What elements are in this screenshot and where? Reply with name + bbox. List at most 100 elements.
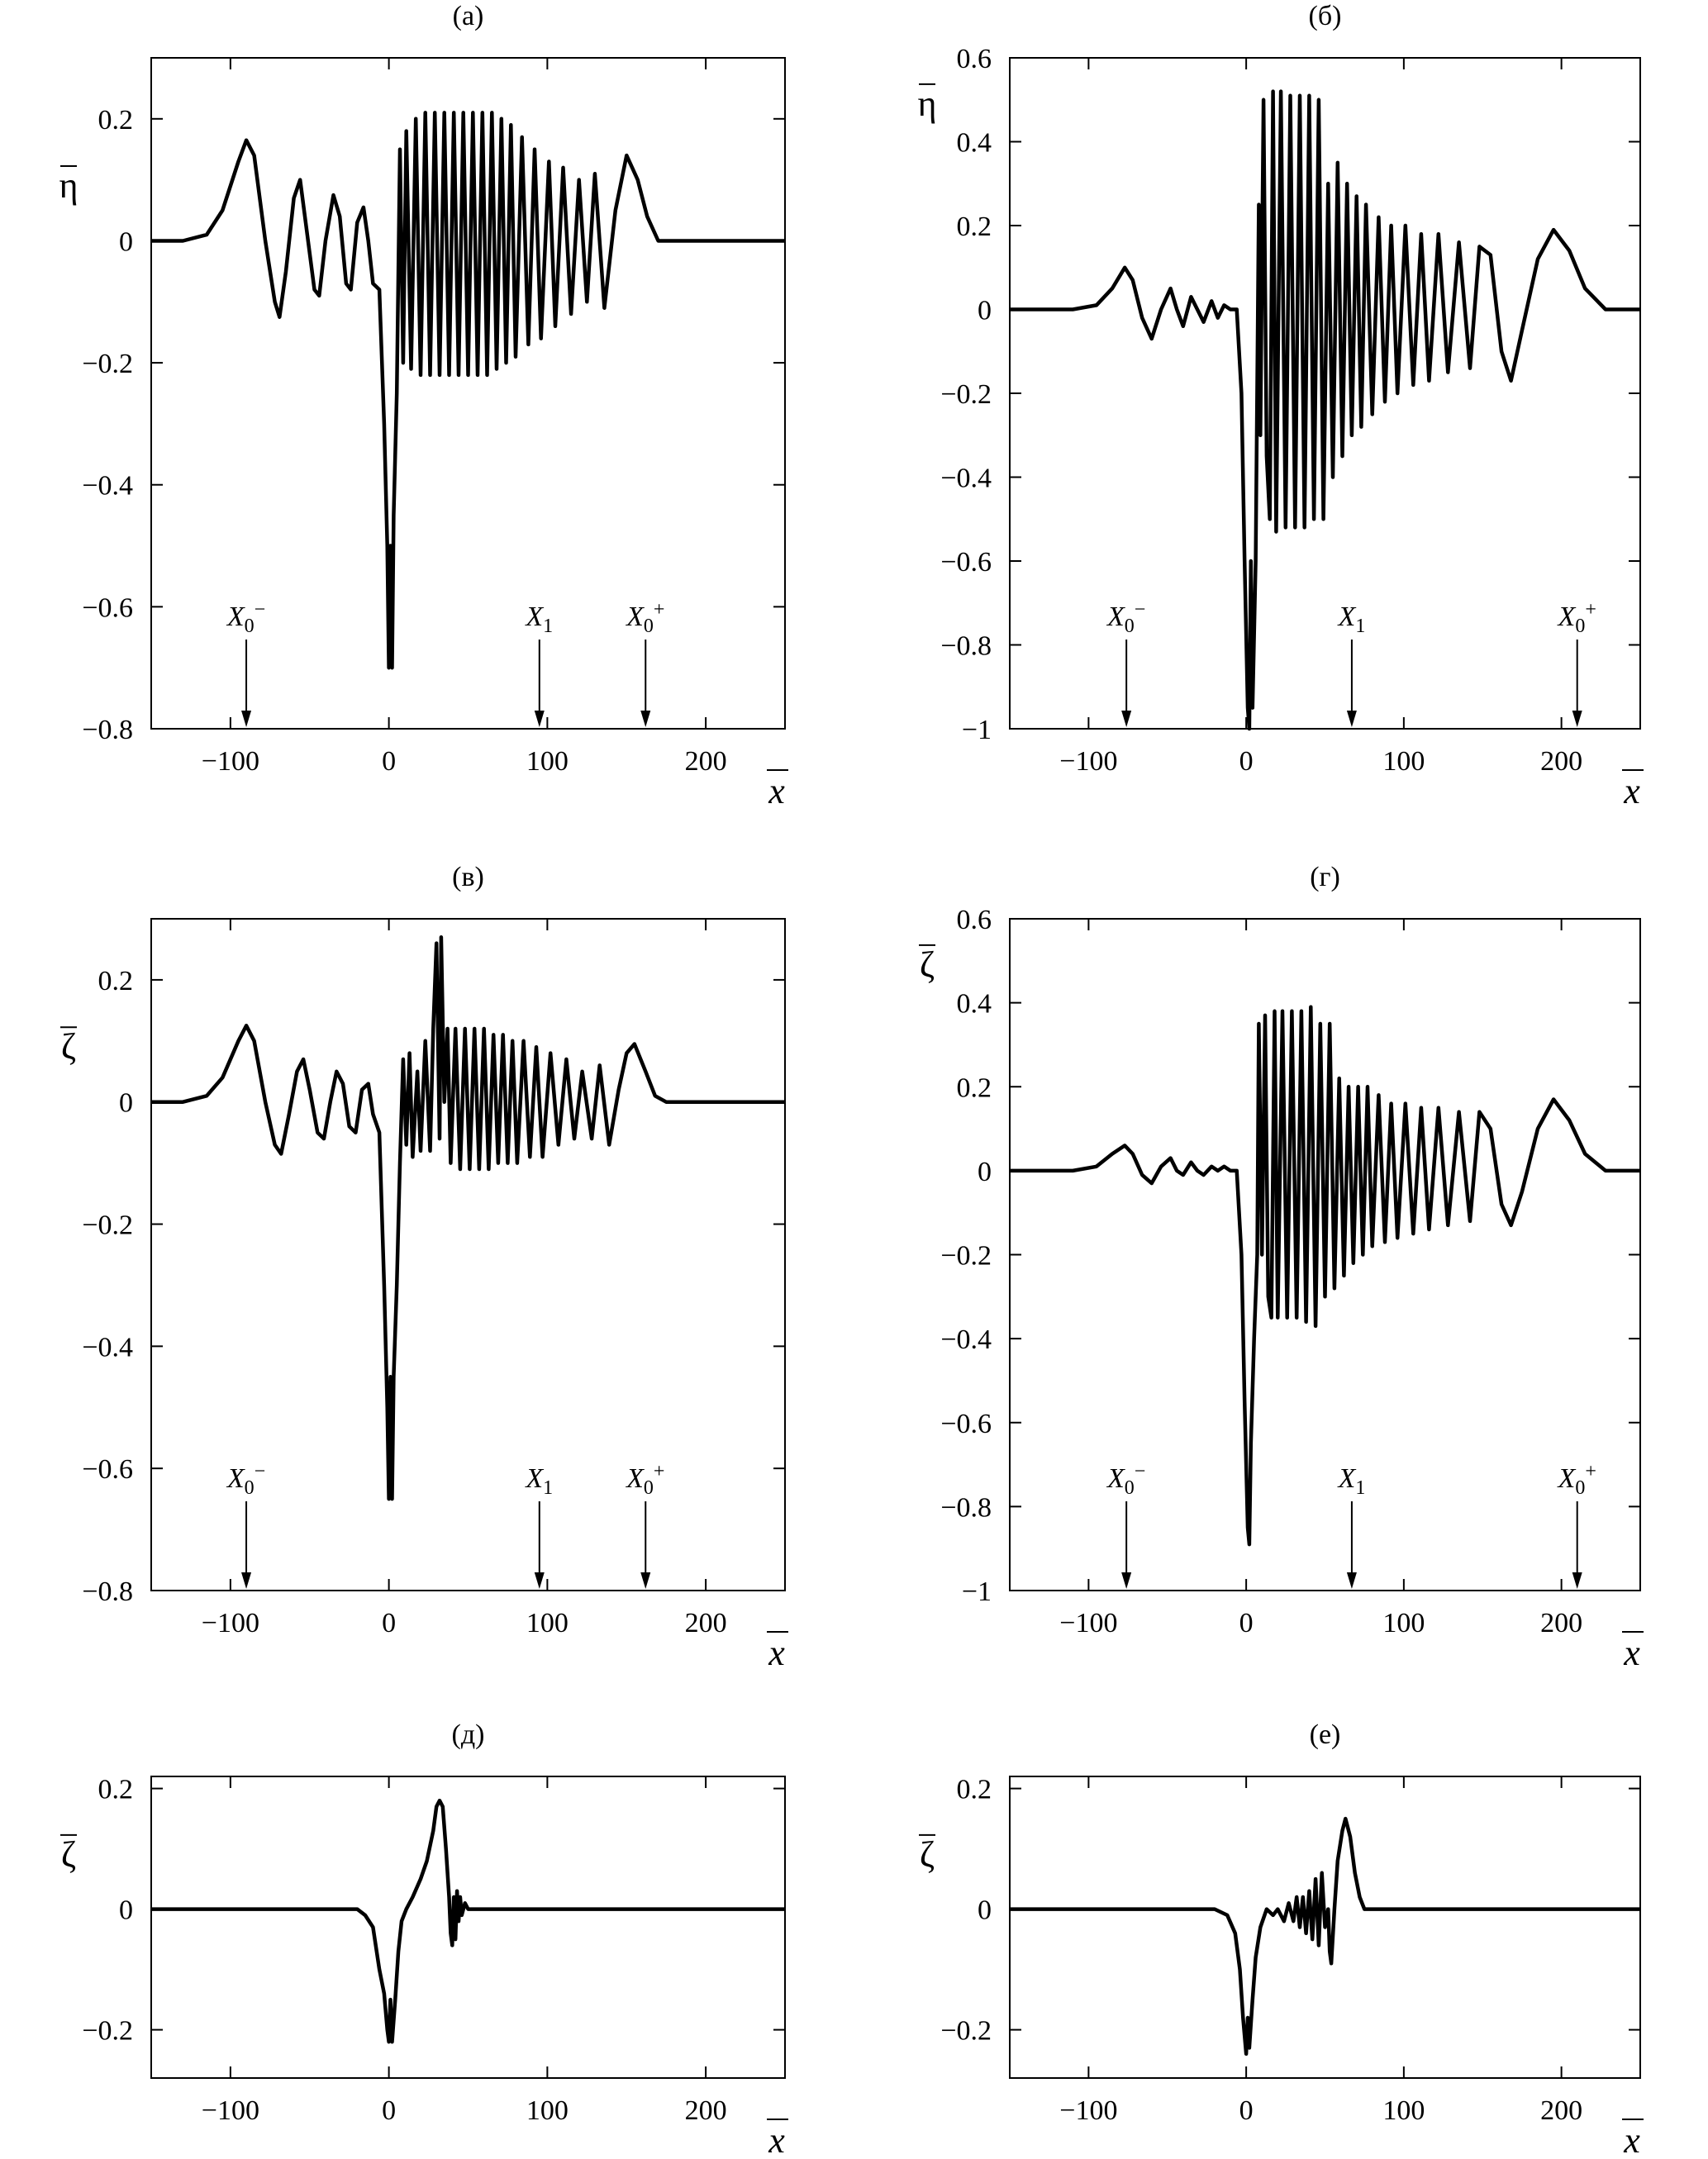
y-tick-label: −0.2	[940, 2016, 992, 2047]
marker-main: X	[1337, 602, 1357, 632]
marker-superscript: +	[654, 1461, 665, 1482]
marker-subscript: 0	[245, 616, 255, 637]
y-tick-label: 0.2	[957, 1775, 992, 1805]
x-tick-label: −100	[202, 746, 259, 777]
y-tick-label: 0.4	[957, 989, 992, 1020]
series-line	[151, 111, 785, 670]
y-tick-label: −0.4	[940, 464, 992, 494]
x-tick-label: 0	[1239, 1608, 1254, 1638]
marker-subscript: 1	[543, 616, 553, 637]
marker-arrowhead	[640, 711, 651, 727]
x-tick-label: 200	[685, 2095, 727, 2126]
marker-main: X	[226, 602, 245, 632]
marker-subscript: 0	[245, 1477, 255, 1499]
x-axis-label: x	[768, 1633, 785, 1673]
plot-frame	[150, 1776, 786, 2079]
marker-main: X	[1557, 602, 1577, 632]
x-tick-label: 200	[1540, 1608, 1582, 1638]
x-tick-label: −100	[202, 2095, 259, 2126]
marker-subscript: 0	[1575, 616, 1585, 637]
y-tick-label: −0.8	[82, 715, 133, 745]
panel-title: (д)	[452, 1719, 485, 1750]
marker-arrowhead	[241, 711, 252, 727]
chart-panel-5: (д) −100 0 100 200 0.2 0 −0.2 ζ x	[60, 1719, 788, 2159]
y-axis-label: η	[917, 83, 936, 124]
x-tick-label: 100	[526, 1608, 569, 1638]
y-tick-label: −0.2	[940, 379, 992, 410]
marker-arrowhead	[1572, 1572, 1582, 1589]
y-tick-label: −0.4	[82, 471, 133, 502]
x-tick-label: −100	[202, 1608, 259, 1638]
y-axis-label: ζ	[920, 1834, 935, 1875]
marker-main: X	[524, 1463, 544, 1494]
marker-label: X0−	[226, 1461, 265, 1499]
y-tick-label: −0.6	[940, 1409, 992, 1439]
marker-main: X	[1337, 1463, 1357, 1494]
plot-frame	[150, 57, 786, 730]
x-axis-label: x	[1623, 1633, 1640, 1673]
y-tick-label: −0.8	[82, 1576, 133, 1607]
marker-subscript: 0	[1125, 1477, 1135, 1499]
marker-label: X1	[524, 602, 553, 637]
marker-label: X1	[524, 1463, 553, 1499]
x-tick-label: 0	[1239, 2095, 1254, 2126]
marker-arrowhead	[1346, 1572, 1357, 1589]
y-tick-label: 0	[978, 1157, 992, 1187]
x-tick-label: 200	[685, 746, 727, 777]
y-tick-label: −1	[962, 715, 992, 745]
y-tick-label: 0.4	[957, 128, 992, 159]
x-axis-label: x	[768, 2120, 785, 2159]
marker-superscript: −	[255, 599, 266, 621]
marker-arrowhead	[534, 711, 545, 727]
marker-arrowhead	[241, 1572, 252, 1589]
y-tick-label: 0.2	[957, 1072, 992, 1103]
y-axis-label: η	[59, 165, 78, 206]
y-tick-label: 0.6	[957, 44, 992, 74]
y-tick-label: −1	[962, 1576, 992, 1607]
panel-title: (в)	[452, 862, 484, 892]
y-tick-label: 0.2	[98, 966, 134, 996]
marker-subscript: 1	[1355, 616, 1365, 637]
x-tick-label: 100	[526, 746, 569, 777]
marker-arrowhead	[1346, 711, 1357, 727]
y-tick-label: 0	[119, 226, 133, 257]
x-tick-label: 0	[382, 2095, 396, 2126]
x-tick-label: 100	[1382, 746, 1425, 777]
chart-panel-6: (е) −100 0 100 200 0.2 0 −0.2 ζ x	[919, 1719, 1644, 2159]
marker-label: X0−	[1106, 1461, 1145, 1499]
marker-arrowhead	[534, 1572, 545, 1589]
y-tick-label: 0.2	[957, 212, 992, 242]
y-tick-label: −0.6	[82, 592, 133, 623]
marker-label: X0+	[1557, 599, 1596, 637]
y-axis-label: ζ	[920, 944, 935, 985]
marker-superscript: +	[1585, 1461, 1596, 1482]
marker-subscript: 0	[644, 616, 654, 637]
x-axis-label: x	[768, 771, 785, 811]
y-tick-label: −0.6	[940, 547, 992, 578]
x-tick-label: 0	[382, 746, 396, 777]
marker-label: X0−	[226, 599, 265, 637]
x-tick-label: 200	[1540, 746, 1582, 777]
y-tick-label: 0.2	[98, 1775, 134, 1805]
marker-main: X	[1106, 1463, 1125, 1494]
chart-panel-4: (г)−100 0 100 2000.60.40.20−0.2−0.4−0.6−0.8…	[919, 862, 1644, 1673]
y-axis-label: ζ	[61, 1026, 76, 1067]
marker-main: X	[625, 602, 645, 632]
marker-label: X0−	[1106, 599, 1145, 637]
marker-superscript: −	[1135, 599, 1146, 621]
marker-main: X	[524, 602, 544, 632]
marker-main: X	[1557, 1463, 1577, 1494]
y-tick-label: −0.4	[940, 1324, 992, 1355]
x-tick-label: −100	[1059, 746, 1117, 777]
marker-subscript: 0	[1125, 616, 1135, 637]
panel-title: (г)	[1310, 862, 1340, 892]
chart-panel-2: (б)−100 0 100 2000.60.40.20−0.2−0.4−0.6−0.8…	[917, 1, 1644, 811]
panel-title: (б)	[1309, 1, 1342, 31]
marker-label: X0+	[625, 1461, 664, 1499]
x-tick-label: 100	[526, 2095, 569, 2126]
marker-subscript: 0	[1575, 1477, 1585, 1499]
marker-superscript: −	[1135, 1461, 1146, 1482]
y-tick-label: −0.2	[940, 1241, 992, 1272]
x-tick-label: 100	[1382, 1608, 1425, 1638]
